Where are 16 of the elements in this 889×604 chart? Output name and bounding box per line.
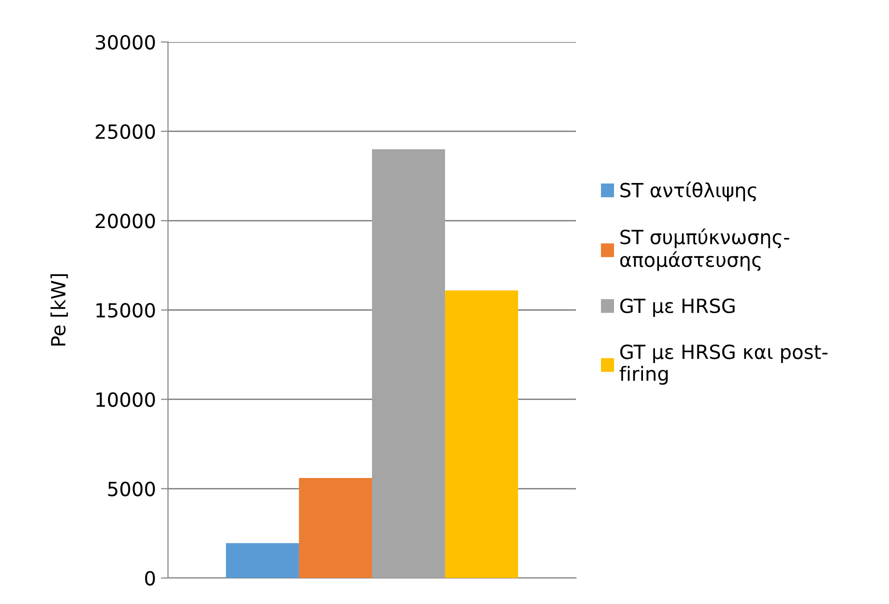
y-tick-label: 30000 <box>96 34 155 50</box>
y-tick-label: 10000 <box>96 392 155 407</box>
legend-label: GT με HRSG <box>620 298 735 317</box>
bar <box>372 149 446 578</box>
y-tick-label: 0 <box>145 570 155 586</box>
y-tick-label: 20000 <box>96 214 155 228</box>
legend-label: GT με HRSG και post-firing <box>620 344 828 385</box>
bar <box>445 290 518 578</box>
y-tick-label: 15000 <box>96 302 155 318</box>
y-tick-label: 5000 <box>108 482 155 496</box>
legend-label: ST αντίθλιψης <box>620 182 756 202</box>
legend-label: ST συμπύκνωσης-απομάστευσης <box>620 228 790 271</box>
y-tick-label: 25000 <box>96 124 155 139</box>
bar <box>298 478 372 578</box>
y-axis-title: Pe [kW] <box>50 274 68 346</box>
bar <box>226 543 299 578</box>
